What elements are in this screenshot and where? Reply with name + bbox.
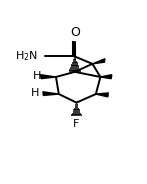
Text: H: H bbox=[33, 71, 41, 81]
Polygon shape bbox=[92, 59, 105, 64]
Polygon shape bbox=[96, 93, 108, 97]
Polygon shape bbox=[43, 92, 59, 95]
Text: H: H bbox=[31, 89, 39, 98]
Polygon shape bbox=[100, 75, 112, 79]
Text: H$_2$N: H$_2$N bbox=[15, 49, 38, 63]
Polygon shape bbox=[41, 75, 56, 79]
Text: F: F bbox=[73, 119, 80, 129]
Text: O: O bbox=[70, 26, 80, 39]
